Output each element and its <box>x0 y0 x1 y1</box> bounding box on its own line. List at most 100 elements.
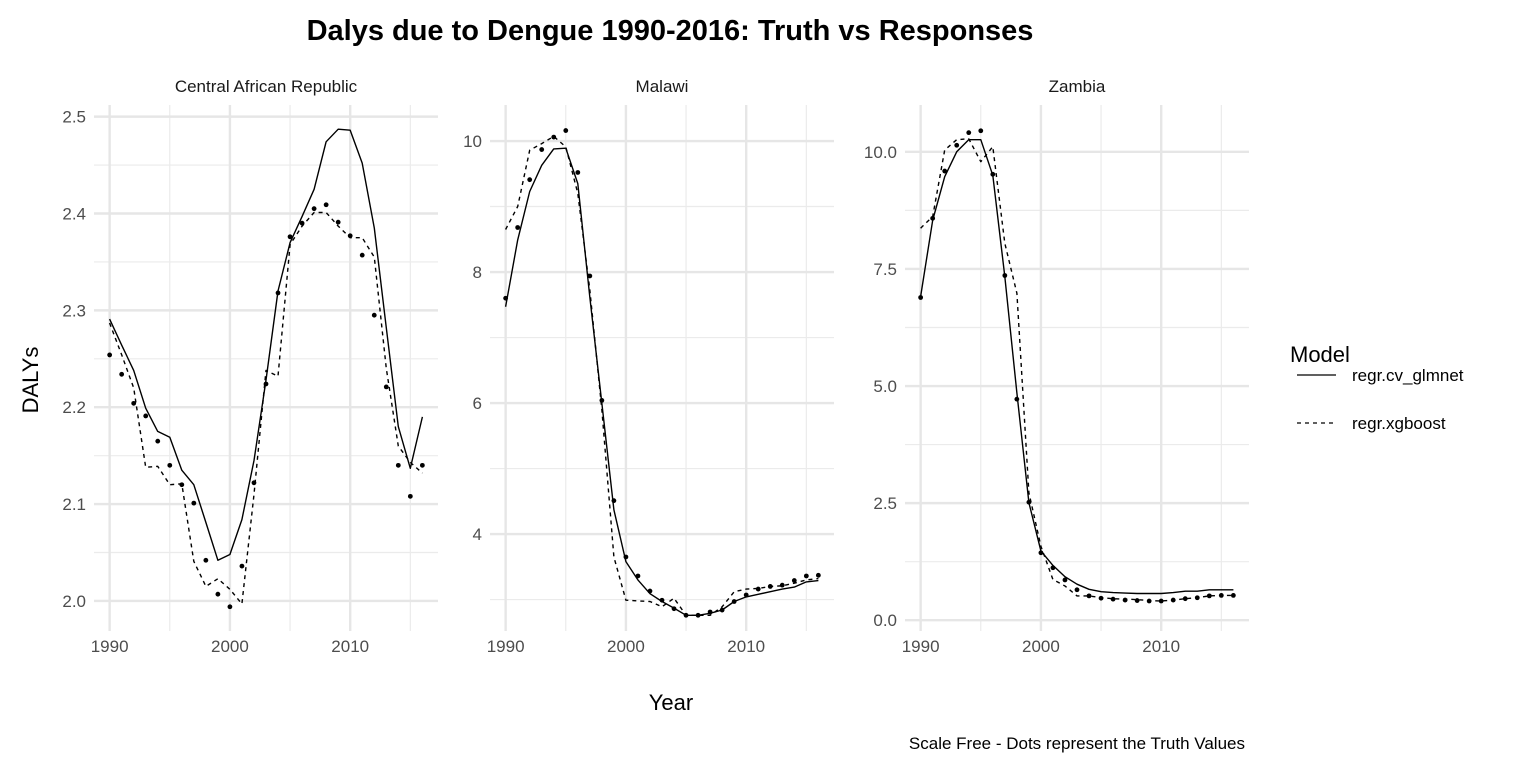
facet-strip-label: Zambia <box>1049 77 1106 96</box>
truth-point <box>719 607 725 613</box>
y-tick-label: 0.0 <box>873 611 897 630</box>
truth-point <box>1038 550 1044 556</box>
truth-point <box>707 609 713 615</box>
truth-point <box>954 142 960 148</box>
truth-point <box>683 612 689 618</box>
truth-point <box>1050 565 1056 571</box>
y-axis-label: DALYs <box>18 347 43 414</box>
truth-point <box>1146 598 1152 604</box>
truth-point <box>695 612 701 618</box>
chart-title: Dalys due to Dengue 1990-2016: Truth vs … <box>307 15 1034 47</box>
truth-point <box>623 554 629 560</box>
series-line-regr-cv_glmnet <box>919 138 1234 595</box>
truth-point <box>1170 597 1176 603</box>
y-tick-label: 2.4 <box>62 204 86 223</box>
truth-point <box>1122 597 1128 603</box>
y-tick-label: 10 <box>463 132 482 151</box>
legend-title: Model <box>1290 342 1350 367</box>
truth-point <box>107 352 113 358</box>
truth-point <box>575 170 581 175</box>
truth-point <box>1158 598 1164 604</box>
series-line-regr-xgboost <box>920 137 1234 602</box>
x-axis-label: Year <box>649 690 693 715</box>
series-line-regr-xgboost <box>504 135 819 616</box>
truth-point <box>635 573 641 579</box>
truth-point <box>587 273 593 279</box>
facet-central-african-republic: Central African Republic 2.0 2.1 2.2 2.3 2.4 2… <box>62 77 438 656</box>
x-tick-label: 2000 <box>1022 637 1060 656</box>
series-line-regr-cv_glmnet <box>504 147 819 616</box>
truth-point <box>251 480 257 486</box>
truth-point <box>227 604 233 610</box>
truth-point <box>143 413 149 419</box>
truth-point <box>1110 596 1116 602</box>
y-tick-label: 10.0 <box>864 143 897 162</box>
truth-point <box>203 557 209 563</box>
truth-point <box>1086 593 1092 599</box>
y-tick-label: 2.0 <box>62 592 86 611</box>
y-tick-label: 8 <box>473 263 482 282</box>
truth-point <box>767 584 773 589</box>
y-tick-label: 4 <box>473 525 482 544</box>
y-tick-label: 2.3 <box>62 301 86 320</box>
truth-point <box>515 225 521 230</box>
truth-point <box>779 582 785 588</box>
truth-point <box>755 586 761 592</box>
truth-point <box>1014 396 1020 402</box>
truth-point <box>1194 595 1200 601</box>
truth-point <box>167 462 173 468</box>
caption: Scale Free - Dots represent the Truth Va… <box>909 734 1245 753</box>
legend-label-glmnet: regr.cv_glmnet <box>1352 366 1464 385</box>
truth-point <box>119 371 125 377</box>
truth-point <box>419 462 425 468</box>
truth-point <box>978 128 984 134</box>
truth-point <box>1230 593 1236 598</box>
truth-point <box>563 128 569 133</box>
truth-point <box>155 438 161 444</box>
legend: Model regr.cv_glmnet regr.xgboost <box>1290 342 1464 433</box>
truth-point <box>239 563 245 569</box>
truth-point <box>1182 596 1188 602</box>
truth-point <box>1206 593 1212 599</box>
truth-point <box>539 147 545 152</box>
truth-point <box>611 498 617 504</box>
x-tick-label: 2010 <box>1142 637 1180 656</box>
truth-point <box>1002 273 1008 278</box>
x-tick-label: 2000 <box>211 637 249 656</box>
truth-point <box>371 312 377 318</box>
truth-point <box>647 588 653 594</box>
truth-point <box>179 482 185 488</box>
x-tick-label: 2010 <box>727 637 765 656</box>
x-tick-label: 1990 <box>487 637 525 656</box>
truth-point <box>966 130 972 136</box>
truth-point <box>659 597 665 603</box>
x-tick-label: 1990 <box>902 637 940 656</box>
truth-point <box>287 234 293 240</box>
truth-point <box>263 381 269 387</box>
truth-point <box>930 215 936 221</box>
truth-point <box>1062 577 1068 583</box>
truth-point <box>743 592 749 598</box>
truth-point <box>815 572 821 578</box>
truth-point <box>347 233 353 239</box>
truth-point <box>275 290 281 296</box>
truth-point <box>323 202 329 208</box>
facet-strip-label: Malawi <box>636 77 689 96</box>
y-tick-label: 7.5 <box>873 260 897 279</box>
truth-point <box>359 252 365 258</box>
facet-malawi: Malawi 4 6 8 10 1990 2000 2010 <box>463 77 834 656</box>
legend-label-xgboost: regr.xgboost <box>1352 414 1446 433</box>
truth-point <box>942 168 948 174</box>
truth-point <box>791 578 797 583</box>
truth-point <box>918 295 924 300</box>
truth-point <box>671 606 677 612</box>
y-tick-label: 2.1 <box>62 495 86 514</box>
facet-strip-label: Central African Republic <box>175 77 358 96</box>
truth-point <box>407 493 413 499</box>
truth-point <box>551 134 557 140</box>
series-line-regr-cv_glmnet <box>108 128 424 561</box>
truth-point <box>503 295 509 301</box>
truth-point <box>527 177 533 183</box>
truth-point <box>1074 587 1080 593</box>
